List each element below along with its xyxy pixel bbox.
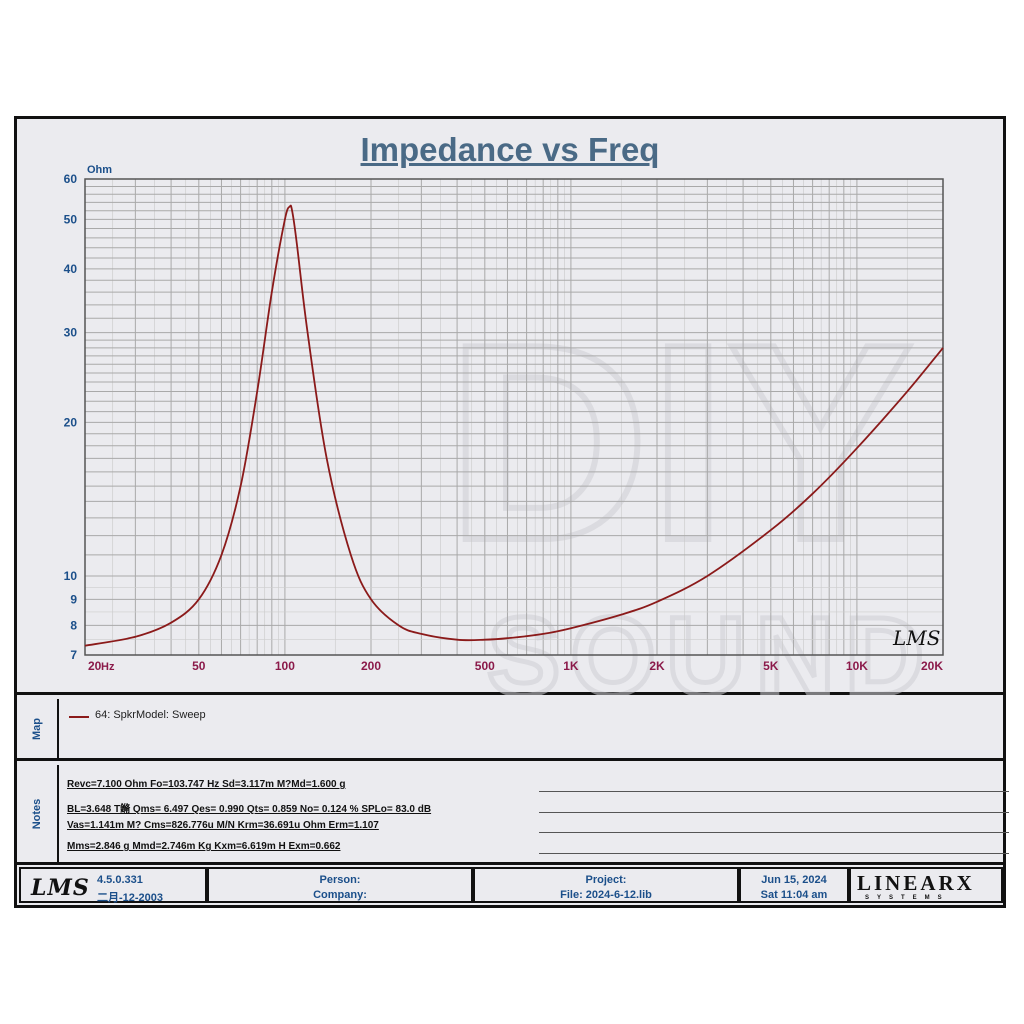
notes-tab[interactable]: Notes bbox=[17, 765, 59, 862]
company-label: Company: bbox=[313, 889, 367, 901]
footer-person-cell: Person: Company: bbox=[207, 867, 473, 903]
file-label: File: 2024-6-12.lib bbox=[560, 889, 652, 901]
build-date: 二月-12-2003 bbox=[97, 892, 164, 904]
legend-label: 64: SpkrModel: Sweep bbox=[95, 709, 206, 721]
x-tick-label: 100 bbox=[275, 659, 295, 673]
note-line: Mms=2.846 g Mmd=2.746m Kg Kxm=6.619m H E… bbox=[67, 841, 341, 852]
footer: LMS 4.5.0.331 二月-12-2003 Person: Company… bbox=[17, 865, 1003, 905]
note-rule bbox=[539, 812, 1009, 813]
x-tick-label: 20 bbox=[88, 659, 102, 673]
note-line: Revc=7.100 Ohm Fo=103.747 Hz Sd=3.117m M… bbox=[67, 779, 346, 790]
x-axis-ticks: 20 50 100 200 500 1K 2K 5K 10K 20K bbox=[88, 659, 943, 673]
person-label: Person: bbox=[319, 874, 361, 886]
footer-date-cell: Jun 15, 2024 Sat 11:04 am bbox=[739, 867, 849, 903]
y-tick-label: 50 bbox=[64, 212, 78, 226]
x-tick-label: 500 bbox=[475, 659, 495, 673]
x-tick-label: 50 bbox=[192, 659, 206, 673]
note-row: Revc=7.100 Ohm Fo=103.747 Hz Sd=3.117m M… bbox=[67, 779, 1009, 793]
note-rule bbox=[539, 853, 1009, 854]
note-line: Vas=1.141m M? Cms=826.776u M/N Krm=36.69… bbox=[67, 820, 379, 831]
y-axis-ticks: 60 50 40 30 20 10 9 8 7 bbox=[64, 172, 78, 662]
y-tick-label: 10 bbox=[64, 569, 78, 583]
x-tick-label: 10K bbox=[846, 659, 868, 673]
impedance-chart: DIY SOUND 60 50 40 30 20 10 9 8 7 20 50 100 200 500 1… bbox=[64, 164, 944, 695]
note-rule bbox=[539, 832, 1009, 833]
note-row: Mms=2.846 g Mmd=2.746m Kg Kxm=6.619m H E… bbox=[67, 841, 1009, 855]
project-label: Project: bbox=[585, 874, 627, 886]
impedance-curve bbox=[84, 204, 944, 647]
note-rule bbox=[539, 791, 1009, 792]
footer-version-cell: LMS 4.5.0.331 二月-12-2003 bbox=[19, 867, 207, 904]
report-frame: DIY SOUND 60 50 40 30 20 10 9 8 7 20 50 100 200 500 1… bbox=[14, 116, 1009, 908]
note-row: BL=3.648 T鏅 Qms= 6.497 Qes= 0.990 Qts= 0… bbox=[67, 800, 1009, 815]
report-date: Jun 15, 2024 bbox=[761, 874, 827, 886]
map-panel: Map 64: SpkrModel: Sweep bbox=[17, 699, 1003, 761]
watermark-sound: SOUND bbox=[487, 595, 934, 695]
y-axis-label: Ohm bbox=[87, 164, 112, 176]
note-row: Vas=1.141m M? Cms=826.776u M/N Krm=36.69… bbox=[67, 820, 1009, 834]
notes-panel: Notes Revc=7.100 Ohm Fo=103.747 Hz Sd=3.… bbox=[17, 765, 1009, 865]
y-tick-label: 30 bbox=[64, 326, 78, 340]
footer-project-cell: Project: File: 2024-6-12.lib bbox=[473, 867, 739, 903]
grid bbox=[85, 179, 943, 655]
chart-title: Impedance vs Freq bbox=[360, 131, 660, 168]
y-tick-label: 40 bbox=[64, 262, 78, 276]
x-tick-label: 20K bbox=[921, 659, 943, 673]
legend-swatch bbox=[69, 716, 89, 718]
y-tick-label: 8 bbox=[70, 618, 77, 632]
linearx-brand: LINEARX bbox=[857, 871, 975, 895]
y-tick-label: 9 bbox=[70, 592, 77, 606]
report-time: Sat 11:04 am bbox=[760, 889, 828, 901]
notes-tab-label: Notes bbox=[31, 798, 43, 829]
x-axis-label: Hz bbox=[101, 661, 115, 673]
chart-panel: DIY SOUND 60 50 40 30 20 10 9 8 7 20 50 100 200 500 1… bbox=[17, 119, 1003, 695]
linearx-brand-sub: SYSTEMS bbox=[865, 895, 950, 901]
map-tab[interactable]: Map bbox=[17, 699, 59, 758]
y-tick-label: 60 bbox=[64, 172, 78, 186]
map-tab-label: Map bbox=[31, 717, 43, 740]
note-line: BL=3.648 T鏅 Qms= 6.497 Qes= 0.990 Qts= 0… bbox=[67, 804, 432, 815]
plot-border bbox=[84, 178, 944, 656]
lms-watermark: LMS bbox=[892, 626, 940, 650]
version: 4.5.0.331 bbox=[97, 874, 143, 886]
x-tick-label: 1K bbox=[563, 659, 579, 673]
x-tick-label: 200 bbox=[361, 659, 381, 673]
watermark-diy: DIY bbox=[447, 287, 914, 599]
x-tick-label: 5K bbox=[763, 659, 779, 673]
lms-logo: LMS bbox=[31, 875, 90, 901]
y-tick-label: 7 bbox=[70, 648, 77, 662]
y-tick-label: 20 bbox=[64, 415, 78, 429]
linearx-logo: LINEARX SYSTEMS bbox=[849, 867, 1003, 903]
x-tick-label: 2K bbox=[649, 659, 665, 673]
